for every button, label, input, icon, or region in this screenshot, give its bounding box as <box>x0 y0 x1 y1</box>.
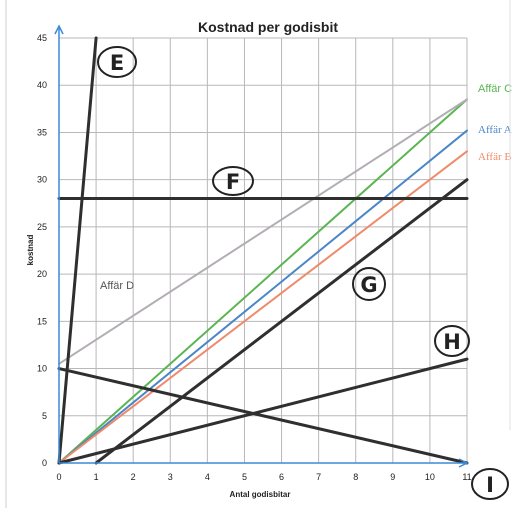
x-tick-label-2: 2 <box>131 472 136 482</box>
series-line-affar-d <box>58 98 468 365</box>
hand-label-f: F <box>212 166 254 196</box>
y-tick-label-35: 35 <box>37 127 47 137</box>
y-tick-label-30: 30 <box>37 175 47 185</box>
hand-label-g: G <box>352 267 386 301</box>
x-tick-label-3: 3 <box>168 472 173 482</box>
hand-label-h-text: H <box>443 330 461 354</box>
x-tick-label-8: 8 <box>353 472 358 482</box>
hand-drawn-lines <box>57 36 469 465</box>
hand-label-e-text: E <box>110 51 124 75</box>
x-tick-label-5: 5 <box>242 472 247 482</box>
y-tick-labels: 0 5 10 15 20 25 30 35 40 45 <box>37 33 47 468</box>
y-axis-label: kostnad <box>26 235 35 266</box>
hand-label-i: I <box>471 468 509 500</box>
series-line-affar-c <box>58 98 468 464</box>
series-line-affar-a <box>58 129 468 464</box>
hand-label-e: E <box>97 46 137 78</box>
series-label-affar-d: Affär D <box>100 280 134 292</box>
y-tick-label-15: 15 <box>37 316 47 326</box>
x-tick-label-6: 6 <box>279 472 284 482</box>
x-tick-label-11: 11 <box>462 472 471 482</box>
y-tick-label-45: 45 <box>37 33 47 43</box>
series-line-affar-b <box>58 150 468 464</box>
y-tick-label-5: 5 <box>42 411 47 421</box>
chart-title: Kostnad per godisbit <box>198 19 338 35</box>
x-axis-arrowhead <box>458 458 469 468</box>
y-axis-arrowhead <box>54 24 64 35</box>
x-tick-label-10: 10 <box>425 472 435 482</box>
x-tick-labels: 0 1 2 3 4 5 6 7 8 9 10 11 <box>56 472 471 482</box>
x-tick-label-1: 1 <box>94 472 99 482</box>
hand-label-f-text: F <box>226 170 240 194</box>
hand-label-i-text: I <box>486 473 494 497</box>
grid <box>58 37 468 464</box>
hand-line-h <box>57 357 469 465</box>
hand-line-g <box>94 178 469 465</box>
x-tick-label-0: 0 <box>56 472 61 482</box>
series-label-affar-c: Affär C <box>478 83 512 95</box>
y-tick-label-40: 40 <box>37 80 47 90</box>
series-label-affar-b: Affär B <box>478 151 512 163</box>
x-tick-label-9: 9 <box>390 472 395 482</box>
x-tick-label-7: 7 <box>316 472 321 482</box>
y-tick-label-25: 25 <box>37 222 47 232</box>
y-tick-label-10: 10 <box>37 364 47 374</box>
x-tick-label-4: 4 <box>205 472 210 482</box>
series-lines <box>58 98 468 464</box>
hand-line-e <box>57 36 98 465</box>
hand-label-h: H <box>434 325 470 357</box>
hand-label-g-text: G <box>360 273 377 297</box>
hand-line-i <box>57 367 469 465</box>
y-tick-label-20: 20 <box>37 269 47 279</box>
x-axis-label: Antal godisbitar <box>230 490 291 499</box>
series-label-affar-a: Affär A <box>478 124 512 136</box>
y-tick-label-0: 0 <box>42 458 47 468</box>
axes <box>54 24 469 468</box>
